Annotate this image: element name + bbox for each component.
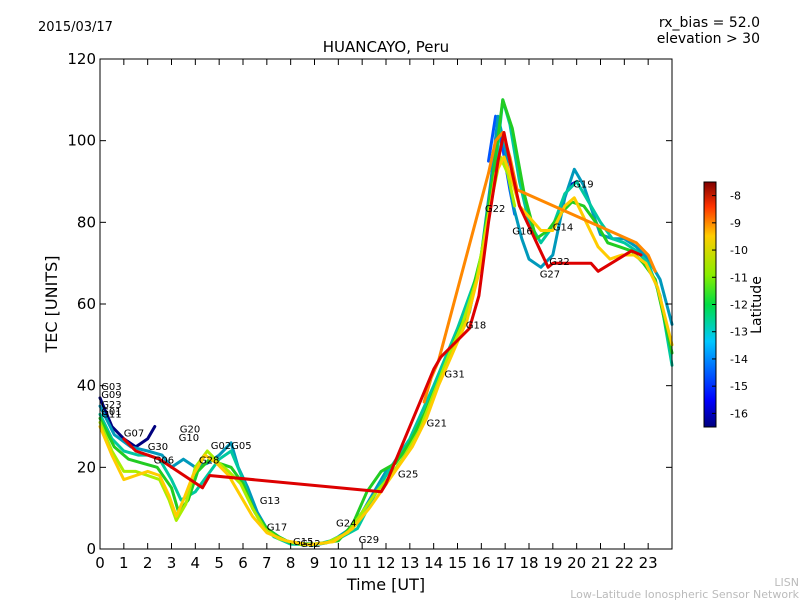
x-tick-label: 11 [353,554,372,572]
satellite-label: G19 [573,180,593,191]
satellite-label: G32 [549,257,569,268]
satellite-label: G01 [101,407,121,418]
satellite-label: G24 [336,519,356,530]
x-tick-label: 9 [310,554,320,572]
satellite-label: G07 [124,429,144,440]
x-tick-label: 23 [639,554,658,572]
satellite-label: G29 [359,535,379,546]
colorbar-label: Latitude [749,276,765,334]
elevation-label: elevation > 30 [657,31,760,47]
satellite-label: G02 [211,441,231,452]
footer-network: Low-Latitude Ionospheric Sensor Network [570,588,799,600]
colorbar-tick-label: -15 [730,380,748,393]
x-tick-label: 4 [191,554,201,572]
satellite-label: G03 [101,382,121,393]
series-line-red [122,131,643,494]
x-tick-label: 6 [238,554,248,572]
x-tick-label: 3 [167,554,177,572]
date-label: 2015/03/17 [38,20,113,35]
chart-title: HUANCAYO, Peru [323,38,449,56]
series-layer [98,98,674,547]
satellite-label: G23 [101,400,121,411]
x-tick-label: 2 [143,554,153,572]
satellite-label: G20 [180,425,200,436]
x-tick-label: 14 [424,554,443,572]
x-axis-label: Time [UT] [346,575,425,594]
satellite-label: G13 [260,496,280,507]
y-tick-label: 100 [67,132,96,150]
y-tick-label: 80 [77,213,96,231]
satellite-label: G22 [485,204,505,215]
satellite-label: G18 [466,321,486,332]
satellite-label: G17 [267,523,287,534]
satellite-label: G09 [101,390,121,401]
colorbar-ticks: -8 -9 -10 -11 -12 -13 -14 -15 -16 [712,190,748,420]
x-tick-label: 5 [214,554,224,572]
colorbar-tick-label: -10 [730,244,748,257]
colorbar-tick-label: -13 [730,326,748,339]
footer-lisn: LISN [774,576,799,589]
satellite-label: G14 [553,223,573,234]
colorbar-tick-label: -11 [730,271,748,284]
x-tick-label: 0 [95,554,105,572]
satellite-label: G28 [199,455,219,466]
satellite-label: G31 [444,370,464,381]
satellite-label: G11 [101,410,121,421]
y-tick-label: 0 [86,540,96,558]
x-axis: 0 1 2 3 4 5 6 7 8 9 10 11 12 13 14 15 16 17 18 19 20 21 22 23 [95,59,658,572]
x-tick-label: 22 [615,554,634,572]
y-tick-label: 60 [77,295,96,313]
satellite-label: G21 [427,419,447,430]
rx-bias-label: rx_bias = 52.0 [659,15,760,31]
y-axis: 0 20 40 60 80 100 120 [67,50,672,558]
x-tick-label: 8 [286,554,296,572]
y-tick-label: 40 [77,377,96,395]
colorbar-tick-label: -14 [730,353,748,366]
x-tick-label: 15 [448,554,467,572]
colorbar-tick-label: -12 [730,299,748,312]
x-tick-label: 21 [591,554,610,572]
satellite-label: G06 [154,455,174,466]
x-tick-label: 16 [472,554,491,572]
y-tick-label: 120 [67,50,96,68]
y-axis-label: TEC [UNITS] [42,256,61,354]
x-tick-label: 17 [496,554,515,572]
colorbar-tick-label: -16 [730,407,748,420]
x-tick-label: 13 [400,554,419,572]
y-tick-label: 20 [77,458,96,476]
satellite-label: G12 [300,539,320,550]
x-tick-label: 19 [543,554,562,572]
x-tick-label: 20 [567,554,586,572]
x-tick-label: 12 [376,554,395,572]
colorbar-tick-label: -8 [730,190,741,203]
x-tick-label: 7 [262,554,272,572]
x-tick-label: 1 [119,554,129,572]
satellite-label: G10 [179,433,199,444]
colorbar-tick-label: -9 [730,217,741,230]
satellite-label: G25 [398,470,418,481]
x-tick-label: 18 [519,554,538,572]
satellite-label: G27 [540,270,560,281]
satellite-label: G30 [148,442,168,453]
satellite-label: G05 [231,441,251,452]
series-line-yellow [98,155,674,547]
satellite-label: G15 [293,537,313,548]
x-tick-label: 10 [329,554,348,572]
satellite-label: G16 [512,227,532,238]
